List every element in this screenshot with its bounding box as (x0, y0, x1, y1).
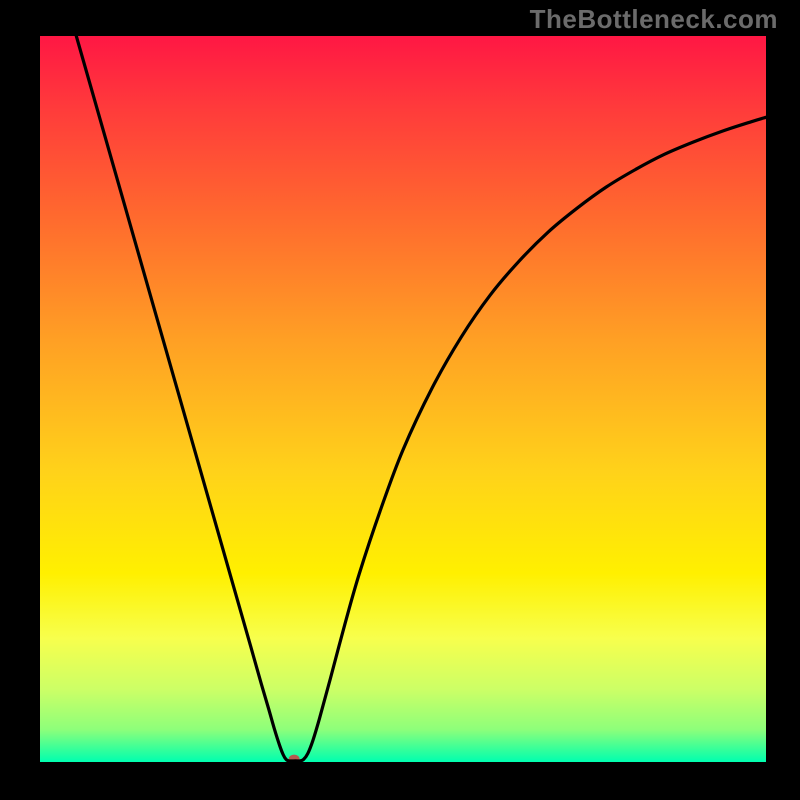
bottleneck-chart (40, 36, 766, 762)
chart-background (40, 36, 766, 762)
frame-bottom (0, 762, 800, 800)
frame-right (766, 0, 800, 800)
frame-left (0, 0, 40, 800)
chart-svg (40, 36, 766, 762)
watermark-text: TheBottleneck.com (530, 4, 778, 35)
